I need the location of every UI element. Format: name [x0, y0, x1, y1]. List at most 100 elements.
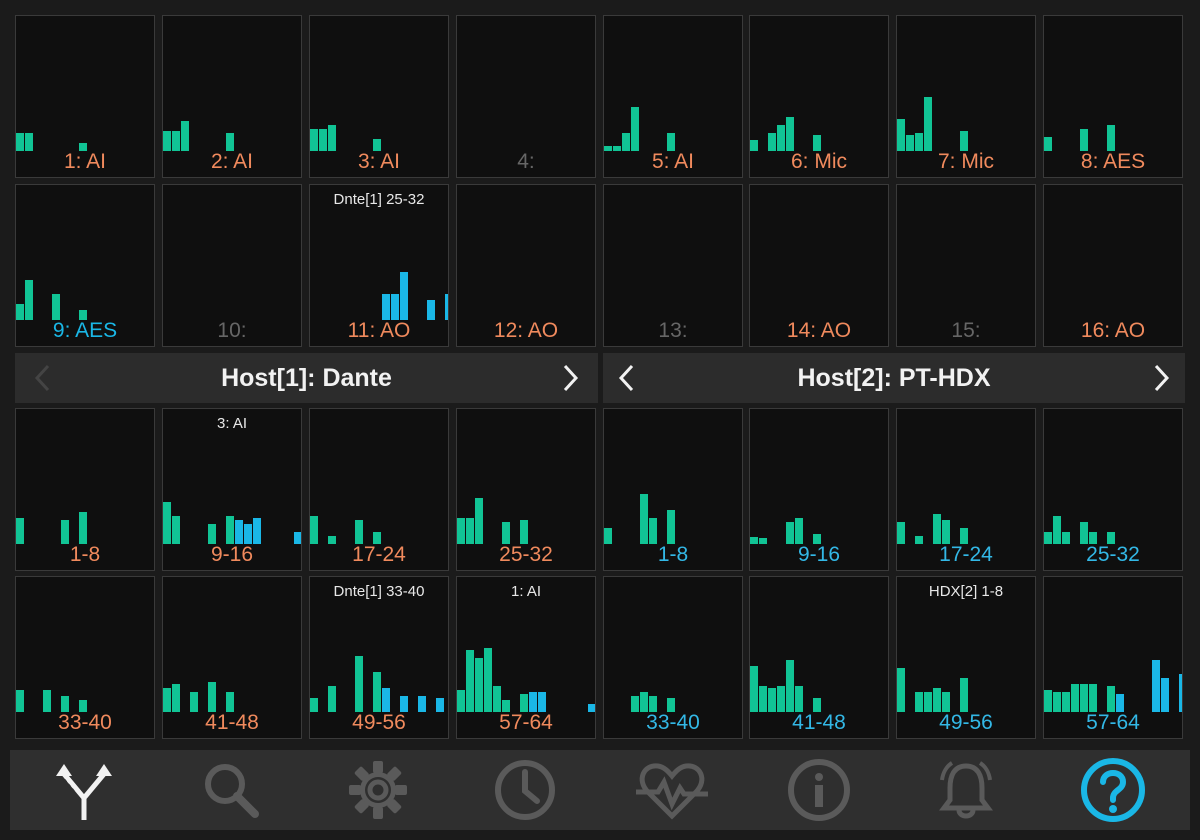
meter-tile[interactable]: 3: AI — [309, 15, 449, 178]
meter-tile[interactable]: 15: — [896, 184, 1036, 347]
host-1-prev-button[interactable] — [25, 359, 61, 397]
level-bar — [43, 690, 51, 712]
level-bar — [640, 692, 648, 712]
meter-tile[interactable]: 4: — [456, 15, 596, 178]
meter-tile[interactable]: 14: AO — [749, 184, 889, 347]
meter-tile[interactable]: 9: AES — [15, 184, 155, 347]
meter-tile[interactable]: 1: AI 57-64 — [456, 576, 596, 739]
host-2-prev-button[interactable] — [609, 359, 645, 397]
meter-tile[interactable]: 17-24 — [309, 408, 449, 571]
level-bar — [16, 133, 24, 151]
meter-tile[interactable]: 57-64 — [1043, 576, 1183, 739]
meter-tile[interactable]: 41-48 — [162, 576, 302, 739]
meter-tile[interactable]: Dnte[1] 33-40 49-56 — [309, 576, 449, 739]
tile-label: 9-16 — [210, 543, 254, 566]
meter-tile[interactable]: 41-48 — [749, 576, 889, 739]
tile-label: 49-56 — [939, 711, 993, 734]
tile-label: 11: AO — [347, 319, 411, 342]
tile-label: 3: AI — [357, 150, 401, 173]
level-bar — [235, 520, 243, 544]
routing-button[interactable] — [10, 750, 157, 830]
meter-tile[interactable]: 25-32 — [456, 408, 596, 571]
level-bar — [768, 688, 776, 712]
meter-tile[interactable]: 33-40 — [15, 576, 155, 739]
level-bar — [649, 696, 657, 712]
meter-tile[interactable]: 9-16 — [749, 408, 889, 571]
level-bars — [16, 409, 154, 570]
level-bar — [1116, 694, 1124, 712]
level-bar — [16, 518, 24, 544]
level-bar — [520, 520, 528, 544]
level-bar — [400, 696, 408, 712]
heartbeat-icon — [635, 763, 708, 820]
level-bar — [226, 692, 234, 712]
health-button[interactable] — [598, 750, 745, 830]
level-bar — [172, 684, 180, 712]
meter-tile[interactable]: 10: — [162, 184, 302, 347]
meter-tile[interactable]: 1: AI — [15, 15, 155, 178]
level-bar — [1044, 532, 1052, 544]
meter-tile[interactable]: 3: AI 9-16 — [162, 408, 302, 571]
search-button[interactable] — [157, 750, 304, 830]
meter-tile[interactable]: 8: AES — [1043, 15, 1183, 178]
level-bar — [16, 304, 24, 320]
meter-tile[interactable]: 2: AI — [162, 15, 302, 178]
meter-tile[interactable]: 5: AI — [603, 15, 743, 178]
host-2-title: Host[2]: PT-HDX — [797, 364, 991, 392]
help-button[interactable] — [1039, 750, 1186, 830]
level-bars — [897, 409, 1035, 570]
level-bar — [786, 117, 794, 151]
tile-label: 13: — [658, 319, 688, 342]
meter-tile[interactable]: 7: Mic — [896, 15, 1036, 178]
tile-label: 10: — [217, 319, 247, 342]
level-bar — [813, 534, 821, 544]
level-bar — [813, 135, 821, 151]
meter-tile[interactable]: 6: Mic — [749, 15, 889, 178]
level-bars — [163, 577, 301, 738]
settings-button[interactable] — [304, 750, 451, 830]
level-bar — [294, 532, 301, 544]
meter-tile[interactable]: 1-8 — [15, 408, 155, 571]
meter-tile[interactable]: 33-40 — [603, 576, 743, 739]
meter-tile[interactable]: 25-32 — [1043, 408, 1183, 571]
host-2-next-button[interactable] — [1143, 359, 1179, 397]
meter-tile[interactable]: 12: AO — [456, 184, 596, 347]
level-bar — [631, 696, 639, 712]
level-bar — [493, 686, 501, 712]
info-button[interactable] — [745, 750, 892, 830]
level-bar — [897, 119, 905, 151]
level-bar — [588, 704, 595, 712]
level-bar — [373, 139, 381, 151]
level-bar — [310, 129, 318, 151]
host-1-next-button[interactable] — [552, 359, 588, 397]
level-bar — [1107, 532, 1115, 544]
level-bars — [16, 16, 154, 177]
level-bar — [960, 528, 968, 544]
level-bar — [79, 700, 87, 712]
level-bar — [319, 129, 327, 151]
meter-tile[interactable]: 16: AO — [1043, 184, 1183, 347]
meter-tile[interactable]: Dnte[1] 25-32 11: AO — [309, 184, 449, 347]
level-bar — [933, 688, 941, 712]
level-bar — [924, 692, 932, 712]
meter-tile[interactable]: 17-24 — [896, 408, 1036, 571]
chevron-left-icon — [618, 364, 634, 392]
history-button[interactable] — [451, 750, 598, 830]
level-bar — [355, 656, 363, 712]
alarms-button[interactable] — [892, 750, 1039, 830]
tile-label: 33-40 — [58, 711, 112, 734]
host-1-bar: Host[1]: Dante — [15, 353, 598, 403]
level-bar — [1062, 532, 1070, 544]
meter-tile[interactable]: 1-8 — [603, 408, 743, 571]
meter-tile[interactable]: HDX[2] 1-8 49-56 — [896, 576, 1036, 739]
tile-label: 17-24 — [939, 543, 993, 566]
level-bar — [1053, 516, 1061, 544]
level-bar — [445, 294, 448, 320]
tile-label: 8: AES — [1080, 150, 1146, 173]
level-bars — [457, 577, 595, 738]
meter-tile[interactable]: 13: — [603, 184, 743, 347]
tile-label: 33-40 — [646, 711, 700, 734]
tile-label: 1-8 — [69, 543, 101, 566]
level-bar — [1044, 137, 1052, 151]
gear-icon — [348, 761, 407, 819]
